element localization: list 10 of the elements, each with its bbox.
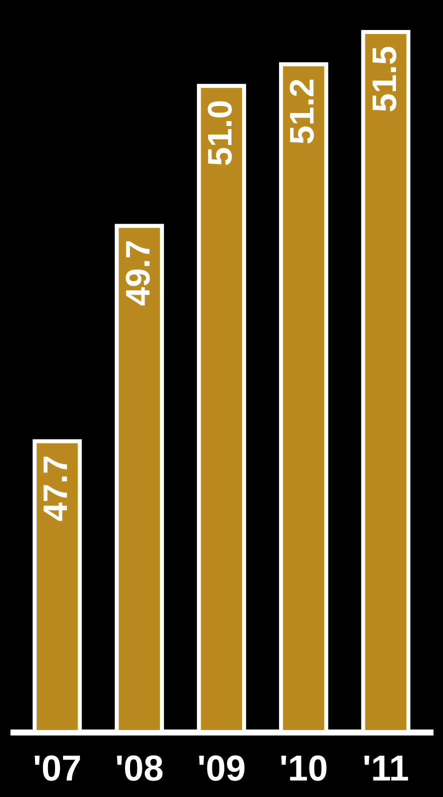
- data-label: 51.5: [366, 46, 404, 112]
- x-tick-label: '08: [115, 748, 164, 788]
- x-tick-label: '09: [197, 748, 246, 788]
- data-label: 47.7: [37, 455, 76, 522]
- data-label: 51.0: [202, 100, 240, 166]
- data-label: 51.2: [284, 78, 322, 144]
- x-tick-label: '07: [32, 748, 82, 788]
- x-tick-label: '11: [362, 748, 410, 788]
- x-tick-label: '10: [279, 748, 328, 788]
- data-label: 49.7: [119, 240, 158, 306]
